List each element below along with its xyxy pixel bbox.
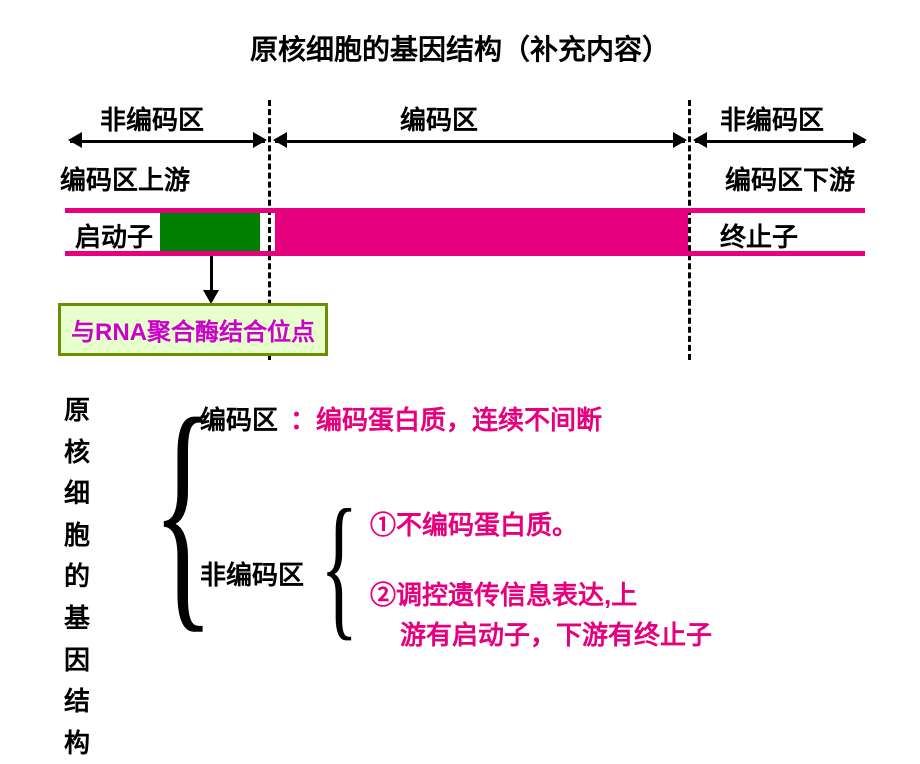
promoter-box <box>160 213 260 251</box>
right-region-arrow-line <box>695 140 865 143</box>
coding-box <box>275 213 688 251</box>
gene-bar: 启动子 终止子 <box>65 208 865 256</box>
rna-binding-site-box: 与RNA聚合酶结合位点 <box>58 303 328 356</box>
coding-desc: ：编码蛋白质，连续不间断 <box>290 400 602 437</box>
arrowhead-icon <box>273 132 287 148</box>
arrowhead-icon <box>693 132 707 148</box>
noncoding-point2b: 游有启动子，下游有终止子 <box>400 615 712 652</box>
coding-key: 编码区 <box>200 400 278 437</box>
arrowhead-icon <box>68 132 82 148</box>
down-arrow-line <box>210 256 213 292</box>
terminator-label: 终止子 <box>720 217 798 254</box>
noncoding-left-label: 非编码区 <box>100 100 204 137</box>
small-brace-icon: { <box>320 485 358 645</box>
noncoding-right-label: 非编码区 <box>720 100 824 137</box>
arrowhead-icon <box>673 132 687 148</box>
coding-label: 编码区 <box>400 100 478 137</box>
left-region-arrow-line <box>70 140 265 143</box>
noncoding-point1: ①不编码蛋白质。 <box>370 505 578 542</box>
noncoding-point2a: ②调控遗传信息表达,上 <box>370 575 637 612</box>
page-title: 原核细胞的基因结构（补充内容） <box>0 0 920 68</box>
structure-vertical-label: 原核细胞的基因结构 <box>60 390 94 764</box>
arrowhead-icon <box>853 132 867 148</box>
upstream-label: 编码区上游 <box>60 160 190 197</box>
downstream-label: 编码区下游 <box>725 160 855 197</box>
arrowhead-icon <box>253 132 267 148</box>
down-arrowhead-icon <box>203 290 219 304</box>
coding-region-arrow-line <box>275 140 685 143</box>
promoter-label: 启动子 <box>75 217 153 254</box>
noncoding-key: 非编码区 <box>200 555 304 592</box>
region-labels-row: 非编码区 编码区 非编码区 <box>70 100 860 150</box>
